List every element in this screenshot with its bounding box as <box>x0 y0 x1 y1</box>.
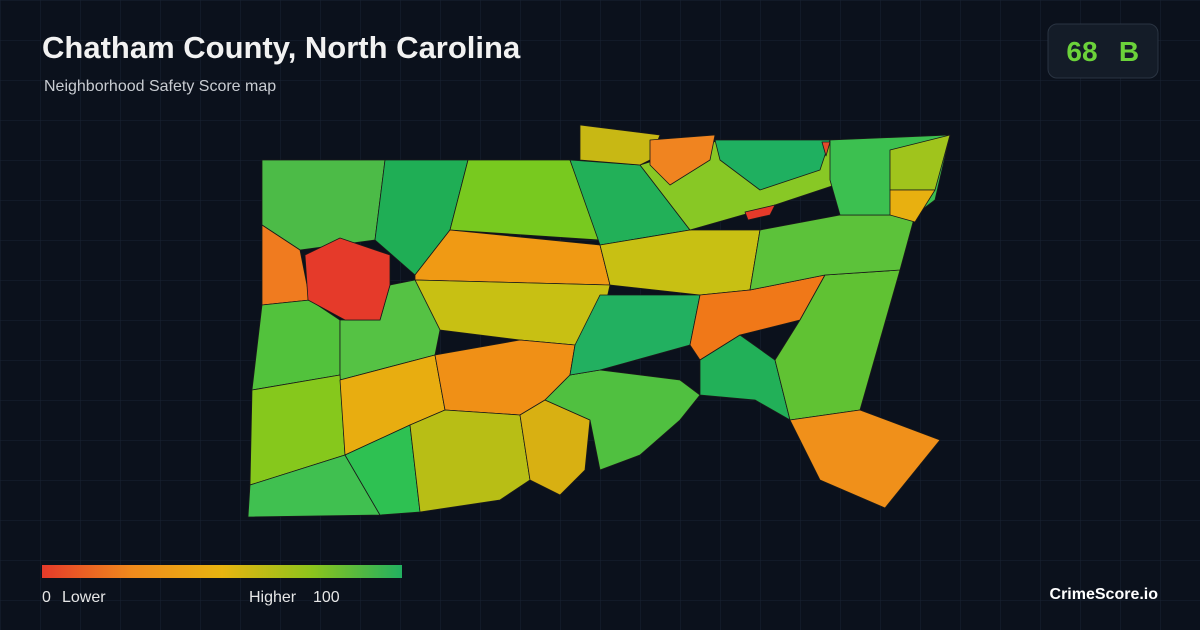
subtitle: Neighborhood Safety Score map <box>44 78 276 95</box>
region <box>649 134 716 186</box>
region <box>889 189 936 223</box>
legend-min: 0 <box>42 589 51 606</box>
region <box>821 141 831 157</box>
legend-scale <box>42 565 402 578</box>
score-badge <box>1047 23 1159 79</box>
region <box>304 237 391 321</box>
region <box>579 124 661 166</box>
title: Chatham County, North Carolina <box>42 30 521 65</box>
legend-max: 100 <box>313 589 340 606</box>
county-map <box>247 124 951 518</box>
legend-max-label: Higher <box>249 589 297 606</box>
legend-min-label: Lower <box>62 589 106 606</box>
region <box>251 299 341 391</box>
brand: CrimeScore.io <box>1050 586 1159 603</box>
score-value: 68 <box>1066 36 1097 67</box>
score-grade: B <box>1119 36 1139 67</box>
region <box>261 159 386 251</box>
region <box>789 409 941 509</box>
region <box>744 204 776 221</box>
region <box>714 139 831 191</box>
